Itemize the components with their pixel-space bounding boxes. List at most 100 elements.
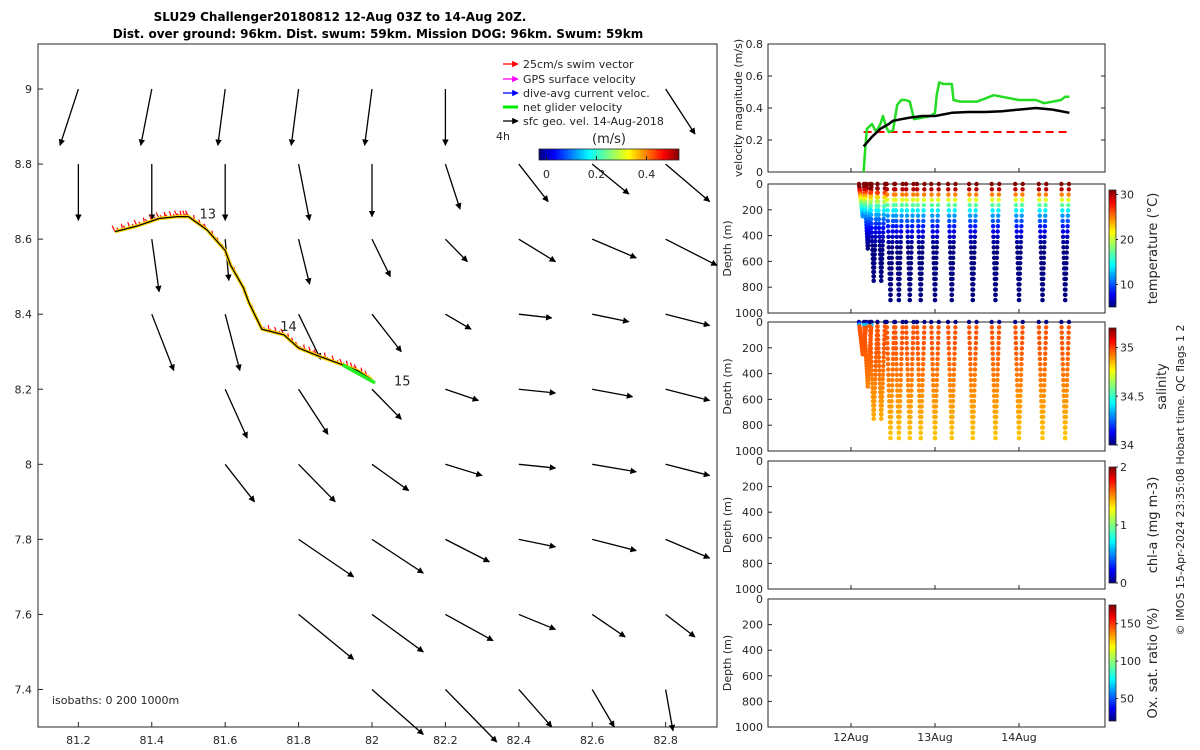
profile-sample [948,388,953,393]
profile-sample [881,354,886,360]
profile-sample [918,292,924,298]
profile-sample [974,192,979,197]
geo-vector [288,88,300,146]
profile-sample [1037,335,1042,341]
profile-sample [936,187,941,192]
geo-vector [665,538,711,559]
profile-sample [1020,192,1025,197]
profile-sample [931,245,936,250]
profile-sample [1040,287,1046,292]
geo-vector [518,689,553,728]
profile-sample [972,367,978,372]
profile-sample [995,377,1000,383]
profile-sample [876,350,881,355]
profile-sample [920,367,926,372]
profile-sample [894,245,900,250]
profile-sample [890,234,895,239]
profile-sample [899,202,905,208]
profile-sample [1016,297,1022,303]
profile-sample [908,393,914,399]
profile-sample [875,194,881,200]
profile-sample [888,287,894,292]
profile-sample [1063,287,1068,292]
profile-sample [869,238,875,244]
geo-vector [445,613,494,642]
map-x-tick-label: 81.2 [66,734,91,747]
profile-sample [1018,250,1023,255]
profile-sample [876,221,882,226]
profile-sample [1018,234,1024,239]
profile-sample [1037,202,1042,208]
profile-sample [1017,282,1022,287]
profile-sample [1042,218,1048,224]
profile-sample [934,250,939,255]
profile-y-tick-label: 800 [742,695,763,708]
profile-sample [1013,181,1018,187]
profile-sample [930,367,935,372]
profile-sample [909,234,915,239]
profile-colorbar [1108,466,1117,584]
profile-sample [910,346,915,351]
profile-sample [1059,325,1064,330]
profile-sample [945,187,951,192]
profile-sample [871,274,877,279]
profile-sample [1066,192,1071,197]
profile-sample [894,362,899,367]
profile-sample [915,335,920,341]
profile-sample [1017,266,1023,271]
profile-sample [1064,383,1070,388]
profile-sample [1015,383,1020,388]
geo-vector [298,613,355,660]
profile-sample [869,368,874,373]
map-panel: 81.2 81.4 81.6 81.8 82 82.2 82.4 82.6 82.8 7.47.… [15,43,718,747]
profile-sample [905,377,911,383]
profile-sample [953,187,958,192]
profile-sample [905,356,910,362]
profile-sample [950,276,955,282]
profile-sample [885,213,890,218]
profile-sample [908,260,914,266]
profile-sample [950,420,955,425]
profile-sample [971,282,976,287]
profile-sample [1037,340,1042,346]
profile-sample [910,208,915,213]
profile-sample [1065,351,1071,356]
profile-sample [921,208,926,213]
profile-sample [875,324,880,329]
profile-sample [973,351,978,356]
geo-vector [224,388,248,439]
profile-sample [899,362,904,367]
profile-sample [993,414,999,420]
map-y-tick-label: 7.4 [15,683,33,696]
profile-colorbar [1108,327,1117,446]
profile-sample [968,377,974,383]
profile-sample [968,229,973,234]
profile-sample [909,388,914,393]
profile-sample [881,363,886,369]
profile-y-tick-label: 400 [742,368,763,381]
geo-vector [445,313,472,330]
profile-sample [1065,346,1071,351]
profile-sample [1019,218,1024,224]
profile-sample [1013,208,1019,213]
map-y-tick-label: 7.6 [15,608,33,621]
profile-sample [990,351,995,356]
profile-sample [875,332,881,338]
profile-sample [890,372,895,377]
profile-sample [921,356,926,362]
profile-sample [951,229,957,234]
profile-sample [885,335,890,341]
profile-sample [916,245,922,250]
profile-sample [1020,335,1025,341]
profile-y-tick-label: 800 [742,419,763,432]
profile-sample [873,234,878,239]
profile-sample [904,340,909,346]
profile-sample [1020,187,1025,192]
profile-sample [920,383,925,388]
profile-sample [1042,229,1047,234]
profile-sample [968,245,974,250]
profile-sample [867,319,873,325]
profile-sample [1043,351,1048,356]
geo-vector [664,689,676,732]
profile-sample [991,388,997,393]
